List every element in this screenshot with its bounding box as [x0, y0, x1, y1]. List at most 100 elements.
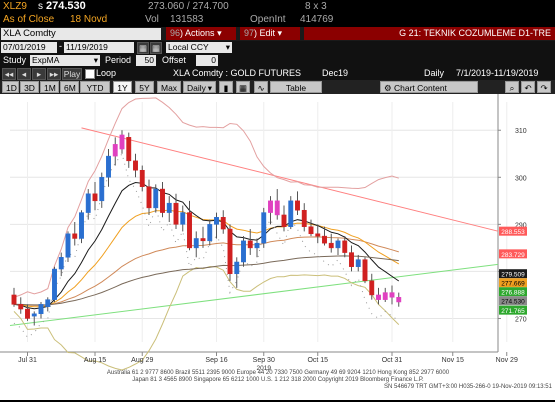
volume: 131583 [170, 14, 204, 25]
study-controls: Study ExpMA ▾ Period 50 Offset 0 [0, 54, 555, 67]
candle-body [133, 160, 138, 171]
candle-body [308, 226, 314, 235]
offset-input[interactable]: 0 [196, 55, 218, 66]
chart-name: XLA Comdty : GOLD FUTURES [173, 68, 302, 78]
study-select[interactable]: ExpMA ▾ [30, 55, 100, 66]
table-button[interactable]: Table [270, 81, 322, 93]
loop-label: Loop [96, 68, 117, 78]
fast-forward-icon[interactable]: ▸▸ [47, 68, 61, 80]
tab-5y[interactable]: 5Y [135, 81, 154, 93]
y-tick-label: 310 [515, 128, 527, 135]
price-tag-label: 277.669 [501, 281, 525, 288]
period-input[interactable]: 50 [136, 55, 156, 66]
tab-3d[interactable]: 3D [20, 81, 39, 93]
x-tick-label: Sep 30 [253, 357, 275, 364]
asof-date: 18 Novd [70, 14, 108, 25]
open-interest: 414769 [300, 14, 334, 25]
tab-max[interactable]: Max [157, 81, 181, 93]
candle-body [376, 294, 381, 300]
candle-body [241, 240, 246, 263]
candle-body [389, 292, 395, 298]
tab-1m[interactable]: 1M [40, 81, 59, 93]
chevron-down-icon: ▾ [217, 28, 222, 38]
actions-menu[interactable]: 96) Actions ▾ [166, 27, 236, 40]
candle-body [79, 212, 84, 239]
x-tick-label: Sep 16 [205, 357, 227, 364]
candle-body [288, 200, 294, 227]
gear-icon: ⚙ [384, 83, 392, 93]
candle-body [166, 202, 172, 213]
step-forward-icon[interactable]: ▸ [32, 68, 46, 80]
candle-body [315, 233, 321, 237]
candle-body [11, 294, 17, 305]
playback-controls: ◂◂ ◂ ▸ ▸▸ Play Loop XLA Comdty : GOLD FU… [0, 67, 555, 80]
quote-subheader: As of Close 18 Novd Vol 131583 OpenInt 4… [0, 14, 555, 27]
price-tag-label: 274.530 [501, 299, 525, 306]
price-tag-label: 283.729 [501, 252, 525, 259]
x-axis: Jul 31 Aug 15 Aug 29 Sep 16 Sep 30 Oct 15 Oct … [18, 352, 518, 372]
candle-body [72, 233, 78, 239]
candle-body [146, 186, 152, 209]
candle-body [119, 134, 125, 150]
grid-icon[interactable]: ▦ [236, 81, 250, 93]
date-separator: - [59, 41, 62, 51]
last-price: 274.530 [46, 0, 86, 12]
candle-body [234, 261, 240, 275]
candle-body [160, 188, 165, 213]
start-date-input[interactable]: 07/01/2019 [1, 42, 57, 53]
candle-body [355, 259, 361, 267]
tab-1y[interactable]: 1Y [113, 81, 132, 93]
tab-ytd[interactable]: YTD [80, 81, 110, 93]
price-tag [499, 269, 527, 279]
toolbar: XLA Comdty 96) Actions ▾ 97) Edit ▾ G 21… [0, 27, 555, 41]
ticker: XLZ9 [3, 1, 27, 12]
candle-body [126, 137, 132, 162]
x-tick-label: Aug 15 [84, 357, 106, 364]
period-label: Period [105, 55, 132, 65]
line-chart-icon[interactable]: ∿ [254, 81, 268, 93]
y-tick-label: 270 [515, 316, 527, 323]
magnify-icon[interactable]: ⌕ [505, 81, 519, 93]
chart-content-button[interactable]: ⚙ Chart Content [380, 81, 478, 93]
calendar-icon-2[interactable]: ▦ [150, 42, 162, 54]
currency-select[interactable]: Local CCY ▾ [166, 42, 232, 53]
bar-style-icon[interactable]: ▮ [219, 81, 233, 93]
candle-body [342, 240, 348, 253]
candle-body [180, 212, 186, 225]
rewind-icon[interactable]: ◂◂ [2, 68, 16, 80]
frequency: Daily [424, 68, 445, 78]
candle-body [173, 202, 179, 225]
redo-icon[interactable]: ↷ [537, 81, 551, 93]
candle-body [214, 217, 219, 225]
security-input[interactable]: XLA Comdty [1, 28, 161, 40]
candle-body [349, 252, 354, 267]
frequency-select[interactable]: Daily ▾ [183, 81, 216, 93]
offset-label: Offset [162, 55, 186, 65]
candle-body [85, 193, 91, 213]
edit-menu[interactable]: 97) Edit ▾ [240, 27, 300, 40]
x-tick-label: Nov 29 [496, 357, 518, 364]
price-tag [499, 296, 527, 306]
calendar-icon[interactable]: ▦ [137, 42, 149, 54]
candle-body [38, 304, 44, 315]
actions-label: Actions [185, 28, 215, 38]
undo-icon[interactable]: ↶ [521, 81, 535, 93]
candle-body [99, 177, 105, 202]
last-prefix: s [38, 1, 43, 12]
indicator-overlays [9, 97, 499, 371]
candle-body [65, 233, 71, 258]
candle-body [301, 209, 307, 227]
candle-body [92, 193, 98, 202]
step-back-icon[interactable]: ◂ [17, 68, 31, 80]
end-date-input[interactable]: 11/19/2019 [64, 42, 134, 53]
candle-body [193, 238, 199, 249]
chevron-down-icon: ▾ [207, 83, 212, 93]
candle-body [58, 257, 64, 270]
tab-1d[interactable]: 1D [2, 81, 19, 93]
study-label: Study [3, 55, 27, 65]
play-button[interactable]: Play [62, 68, 82, 80]
tab-6m[interactable]: 6M [60, 81, 79, 93]
loop-checkbox[interactable] [85, 69, 95, 79]
